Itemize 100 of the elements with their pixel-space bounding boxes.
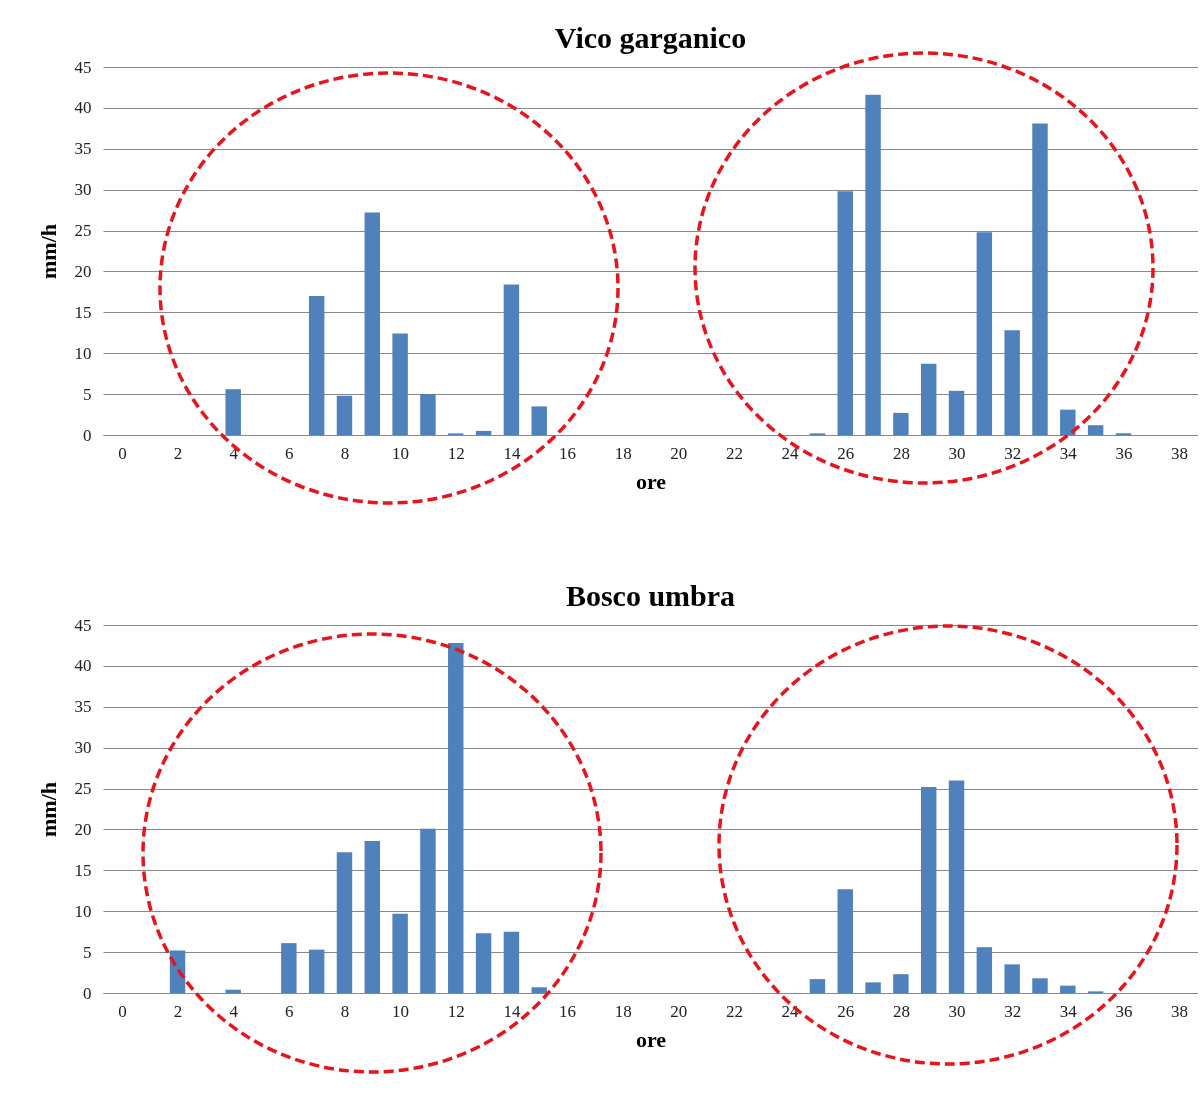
bar bbox=[420, 828, 436, 993]
bar bbox=[281, 943, 297, 993]
bar bbox=[976, 232, 993, 435]
y-tick-label: 20 bbox=[74, 261, 92, 281]
bar bbox=[1004, 330, 1020, 435]
x-tick-label: 22 bbox=[725, 1001, 743, 1021]
bar bbox=[531, 987, 547, 993]
y-tick-label: 5 bbox=[83, 384, 92, 404]
bar bbox=[1087, 425, 1104, 435]
x-tick-label: 26 bbox=[837, 1001, 855, 1021]
x-tick-label: 6 bbox=[285, 443, 294, 463]
x-tick-label: 2 bbox=[173, 1001, 183, 1021]
bar bbox=[893, 974, 909, 993]
bar bbox=[225, 389, 241, 435]
x-tick-label: 0 bbox=[118, 443, 127, 463]
bar bbox=[1032, 978, 1048, 993]
y-axis-title: mm/h bbox=[35, 782, 61, 837]
bar bbox=[837, 889, 853, 993]
x-tick-label: 2 bbox=[173, 443, 183, 463]
x-tick-label: 12 bbox=[447, 1001, 465, 1021]
x-tick-label: 30 bbox=[948, 443, 966, 463]
bar bbox=[336, 395, 353, 435]
bar bbox=[475, 430, 492, 435]
bar bbox=[865, 94, 881, 435]
bar bbox=[1032, 123, 1048, 435]
x-tick-label: 10 bbox=[392, 443, 410, 463]
bar bbox=[948, 390, 965, 435]
x-tick-label: 4 bbox=[229, 1001, 239, 1021]
y-tick-label: 40 bbox=[74, 656, 92, 676]
x-tick-label: 36 bbox=[1115, 443, 1133, 463]
x-tick-label: 8 bbox=[340, 443, 350, 463]
bar bbox=[1060, 985, 1076, 993]
bar bbox=[225, 989, 241, 993]
x-tick-label: 16 bbox=[559, 443, 577, 463]
x-tick-label: 34 bbox=[1059, 1001, 1078, 1021]
bar bbox=[1004, 964, 1020, 993]
bar bbox=[420, 394, 436, 435]
x-axis-title: ore bbox=[635, 1026, 667, 1052]
x-tick-label: 8 bbox=[340, 1001, 350, 1021]
bar bbox=[308, 949, 325, 993]
x-tick-label: 32 bbox=[1004, 1001, 1022, 1021]
y-tick-label: 45 bbox=[74, 57, 92, 77]
x-tick-label: 24 bbox=[781, 443, 800, 463]
bar bbox=[392, 333, 408, 435]
x-tick-label: 14 bbox=[503, 1001, 521, 1021]
bar bbox=[503, 284, 520, 435]
bar bbox=[893, 412, 909, 435]
x-tick-label: 14 bbox=[503, 443, 521, 463]
bar bbox=[976, 947, 993, 993]
chart-title: Bosco umbra bbox=[565, 579, 736, 612]
y-tick-label: 40 bbox=[74, 98, 92, 118]
bar bbox=[920, 363, 937, 435]
bar bbox=[503, 931, 520, 993]
x-tick-label: 20 bbox=[670, 1001, 688, 1021]
bar bbox=[308, 295, 325, 435]
y-tick-label: 5 bbox=[83, 942, 92, 962]
bar bbox=[865, 982, 881, 993]
bar bbox=[531, 406, 547, 435]
x-tick-label: 34 bbox=[1059, 443, 1078, 463]
y-tick-label: 25 bbox=[74, 779, 92, 799]
bar bbox=[1060, 409, 1076, 435]
x-tick-label: 38 bbox=[1171, 1001, 1189, 1021]
x-tick-label: 10 bbox=[392, 1001, 410, 1021]
x-tick-label: 18 bbox=[614, 1001, 632, 1021]
bar bbox=[948, 780, 965, 993]
x-tick-label: 38 bbox=[1171, 443, 1189, 463]
bar bbox=[837, 191, 853, 435]
bar bbox=[475, 933, 492, 993]
x-tick-label: 0 bbox=[118, 1001, 127, 1021]
y-tick-label: 35 bbox=[74, 697, 92, 717]
x-axis-title: ore bbox=[635, 468, 667, 494]
y-tick-label: 10 bbox=[74, 343, 92, 363]
x-tick-label: 26 bbox=[837, 443, 855, 463]
y-tick-label: 0 bbox=[83, 983, 92, 1003]
bar bbox=[364, 840, 381, 993]
y-tick-label: 20 bbox=[74, 819, 92, 839]
bar bbox=[392, 913, 408, 993]
x-tick-label: 6 bbox=[285, 1001, 294, 1021]
bar bbox=[920, 786, 937, 993]
y-tick-label: 30 bbox=[74, 180, 92, 200]
y-tick-label: 15 bbox=[74, 860, 92, 880]
y-tick-label: 25 bbox=[74, 221, 92, 241]
x-tick-label: 36 bbox=[1115, 1001, 1133, 1021]
bar bbox=[809, 979, 826, 993]
x-tick-label: 28 bbox=[892, 443, 910, 463]
x-tick-label: 20 bbox=[670, 443, 688, 463]
x-tick-label: 16 bbox=[559, 1001, 577, 1021]
y-tick-label: 15 bbox=[74, 302, 92, 322]
chart-title: Vico garganico bbox=[554, 21, 747, 54]
y-tick-label: 0 bbox=[83, 425, 92, 445]
y-tick-label: 30 bbox=[74, 738, 92, 758]
x-tick-label: 32 bbox=[1004, 443, 1022, 463]
x-tick-label: 4 bbox=[229, 443, 239, 463]
bar bbox=[448, 642, 464, 993]
bar bbox=[364, 212, 381, 435]
y-axis-title: mm/h bbox=[35, 224, 61, 279]
x-tick-label: 30 bbox=[948, 1001, 966, 1021]
y-tick-label: 10 bbox=[74, 901, 92, 921]
x-tick-label: 28 bbox=[892, 1001, 910, 1021]
y-tick-label: 45 bbox=[74, 615, 92, 635]
